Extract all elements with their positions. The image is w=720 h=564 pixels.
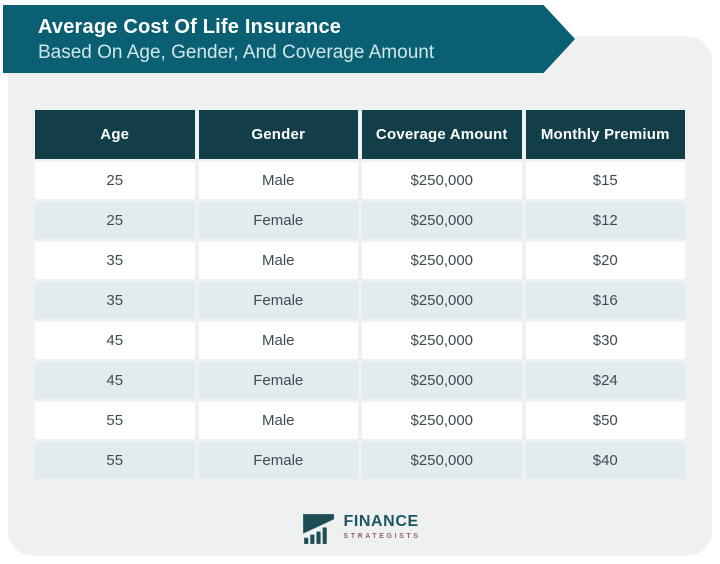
table-cell-gender: Female (198, 282, 358, 319)
insurance-cost-table: Age Gender Coverage Amount Monthly Premium 2… (35, 110, 685, 479)
brand-subtitle: STRATEGISTS (343, 533, 421, 540)
column-header-age: Age (35, 110, 195, 159)
table-cell-gender: Female (198, 442, 358, 479)
table-cell-monthly-premium: $15 (525, 162, 685, 199)
table-cell-gender: Male (198, 402, 358, 439)
banner-subtitle: Based On Age, Gender, And Coverage Amoun… (38, 42, 435, 63)
table-cell-coverage-amount: $250,000 (362, 162, 522, 199)
column-header-gender: Gender (198, 110, 358, 159)
table-cell-age: 35 (35, 242, 195, 279)
table-cell-gender: Male (198, 322, 358, 359)
table-cell-monthly-premium: $24 (525, 362, 685, 399)
banner-title: Average Cost Of Life Insurance (38, 16, 342, 38)
table-cell-monthly-premium: $40 (525, 442, 685, 479)
table-cell-gender: Female (198, 362, 358, 399)
table-cell-gender: Female (198, 202, 358, 239)
table-cell-age: 45 (35, 362, 195, 399)
table-cell-monthly-premium: $20 (525, 242, 685, 279)
title-banner: Average Cost Of Life Insurance Based On … (3, 5, 575, 73)
table-cell-monthly-premium: $16 (525, 282, 685, 319)
table-cell-coverage-amount: $250,000 (362, 402, 522, 439)
table-cell-coverage-amount: $250,000 (362, 282, 522, 319)
table-cell-gender: Male (198, 242, 358, 279)
table-cell-age: 25 (35, 202, 195, 239)
column-header-monthly-premium: Monthly Premium (525, 110, 685, 159)
table-cell-coverage-amount: $250,000 (362, 322, 522, 359)
brand-name: FINANCE (343, 513, 419, 530)
brand-text: FINANCE STRATEGISTS (343, 514, 420, 542)
table-cell-age: 35 (35, 282, 195, 319)
finance-strategists-logo-icon (303, 513, 335, 544)
table-cell-coverage-amount: $250,000 (362, 242, 522, 279)
table-cell-age: 55 (35, 402, 195, 439)
table-cell-monthly-premium: $30 (525, 322, 685, 359)
column-header-coverage-amount: Coverage Amount (362, 110, 522, 159)
brand-logo: FINANCE STRATEGISTS (0, 504, 720, 552)
table-cell-monthly-premium: $50 (525, 402, 685, 439)
table-cell-coverage-amount: $250,000 (362, 202, 522, 239)
table-cell-age: 45 (35, 322, 195, 359)
table-cell-coverage-amount: $250,000 (362, 442, 522, 479)
table-cell-monthly-premium: $12 (525, 202, 685, 239)
table-cell-age: 55 (35, 442, 195, 479)
table-cell-age: 25 (35, 162, 195, 199)
table-cell-coverage-amount: $250,000 (362, 362, 522, 399)
table-cell-gender: Male (198, 162, 358, 199)
